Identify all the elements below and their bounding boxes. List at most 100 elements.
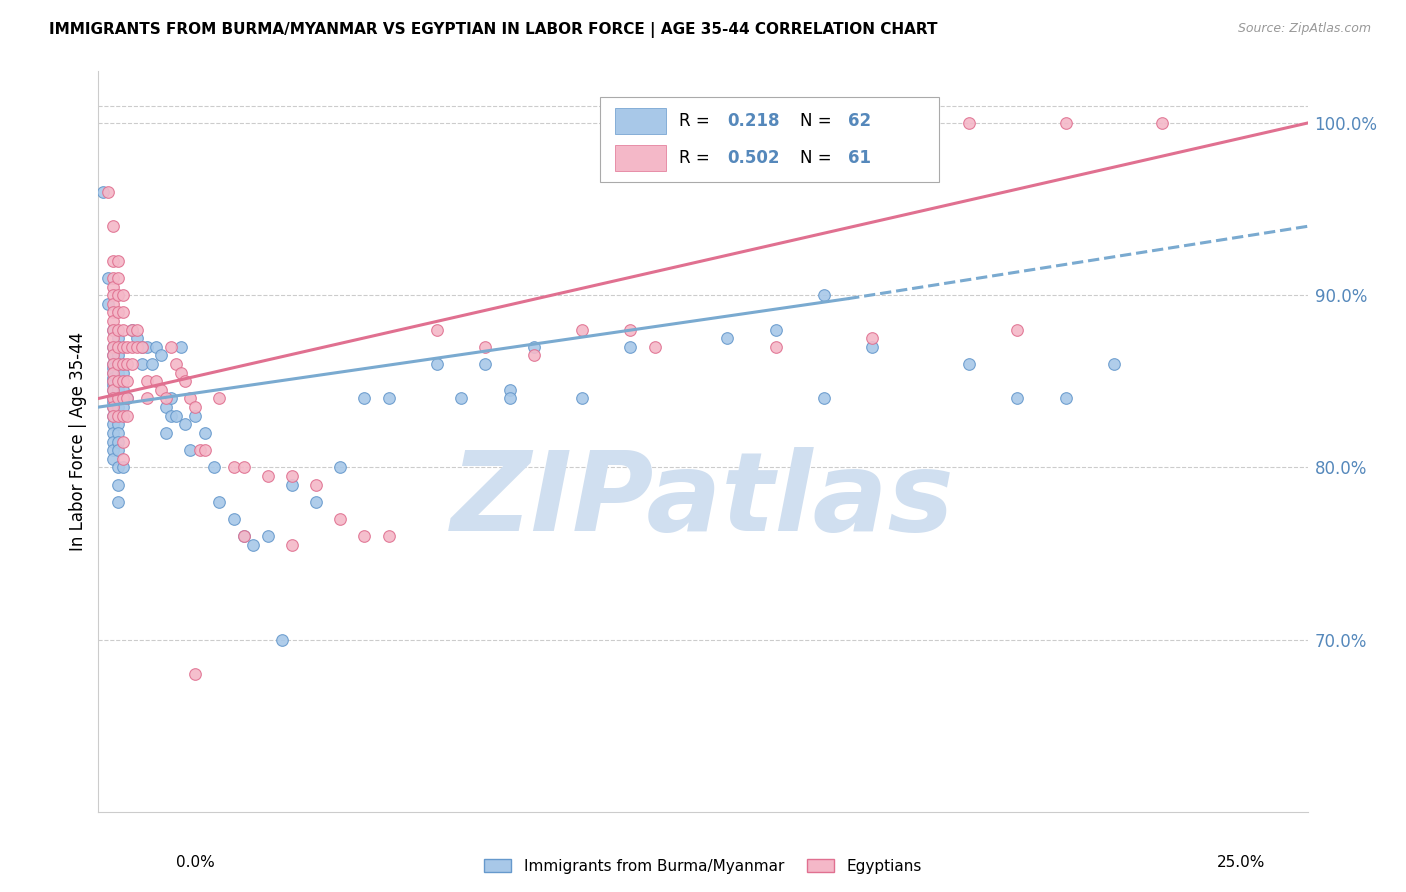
Point — [111, 374, 134, 388]
Point — [353, 529, 375, 543]
Point — [97, 271, 120, 285]
Point — [101, 409, 124, 423]
Point — [101, 400, 124, 414]
Point — [127, 331, 149, 345]
Point — [101, 374, 124, 388]
Point — [523, 348, 546, 362]
Point — [160, 409, 183, 423]
Point — [169, 340, 191, 354]
Point — [117, 357, 139, 371]
Point — [155, 400, 177, 414]
Point — [107, 340, 129, 354]
Point — [165, 409, 187, 423]
Point — [107, 409, 129, 423]
Point — [716, 331, 738, 345]
Point — [101, 331, 124, 345]
Point — [329, 512, 352, 526]
Point — [111, 392, 134, 406]
Point — [101, 417, 124, 432]
Point — [101, 271, 124, 285]
Point — [523, 340, 546, 354]
Point — [101, 374, 124, 388]
Point — [377, 392, 399, 406]
Point — [111, 383, 134, 397]
Point — [281, 538, 304, 552]
Point — [107, 460, 129, 475]
Point — [107, 434, 129, 449]
Text: ZIPatlas: ZIPatlas — [451, 447, 955, 554]
Point — [101, 443, 124, 458]
Point — [329, 460, 352, 475]
Point — [426, 323, 449, 337]
Point — [121, 357, 143, 371]
Point — [101, 434, 124, 449]
Point — [174, 417, 197, 432]
Point — [716, 116, 738, 130]
Point — [101, 377, 124, 392]
Text: IMMIGRANTS FROM BURMA/MYANMAR VS EGYPTIAN IN LABOR FORCE | AGE 35-44 CORRELATION: IMMIGRANTS FROM BURMA/MYANMAR VS EGYPTIA… — [49, 22, 938, 38]
Point — [121, 323, 143, 337]
Point — [765, 340, 787, 354]
Text: R =: R = — [679, 112, 714, 130]
Point — [131, 340, 153, 354]
Point — [242, 538, 264, 552]
Point — [174, 374, 197, 388]
Point — [160, 340, 183, 354]
Point — [813, 116, 835, 130]
Point — [101, 366, 124, 380]
Point — [305, 477, 328, 491]
Point — [957, 357, 980, 371]
Point — [107, 443, 129, 458]
Point — [204, 460, 226, 475]
Point — [127, 340, 149, 354]
Point — [271, 632, 294, 647]
Point — [101, 348, 124, 362]
Point — [813, 288, 835, 302]
Point — [97, 185, 120, 199]
Point — [107, 400, 129, 414]
Point — [957, 116, 980, 130]
Point — [111, 305, 134, 319]
Point — [860, 331, 883, 345]
Point — [860, 340, 883, 354]
Point — [107, 323, 129, 337]
Legend: Immigrants from Burma/Myanmar, Egyptians: Immigrants from Burma/Myanmar, Egyptians — [478, 853, 928, 880]
Point — [107, 271, 129, 285]
Point — [426, 357, 449, 371]
Point — [117, 392, 139, 406]
Point — [111, 340, 134, 354]
Point — [571, 392, 593, 406]
Point — [256, 529, 278, 543]
Point — [101, 366, 124, 380]
Point — [135, 374, 157, 388]
Point — [281, 477, 304, 491]
Point — [1152, 116, 1174, 130]
Point — [101, 323, 124, 337]
Point — [222, 460, 245, 475]
Point — [208, 495, 231, 509]
Point — [101, 451, 124, 466]
Point — [117, 340, 139, 354]
Text: R =: R = — [679, 149, 714, 167]
FancyBboxPatch shape — [614, 108, 665, 135]
Point — [305, 495, 328, 509]
Point — [111, 288, 134, 302]
Point — [107, 495, 129, 509]
Point — [101, 392, 124, 406]
Point — [107, 340, 129, 354]
Point — [101, 340, 124, 354]
Point — [474, 340, 496, 354]
Point — [232, 529, 254, 543]
Point — [155, 425, 177, 440]
Point — [101, 371, 124, 385]
Point — [150, 383, 173, 397]
Point — [886, 116, 908, 130]
Point — [1007, 392, 1029, 406]
Text: 62: 62 — [848, 112, 872, 130]
Point — [107, 253, 129, 268]
Point — [107, 383, 129, 397]
Point — [101, 297, 124, 311]
Y-axis label: In Labor Force | Age 35-44: In Labor Force | Age 35-44 — [69, 332, 87, 551]
Point — [101, 357, 124, 371]
Text: 0.0%: 0.0% — [176, 855, 215, 870]
